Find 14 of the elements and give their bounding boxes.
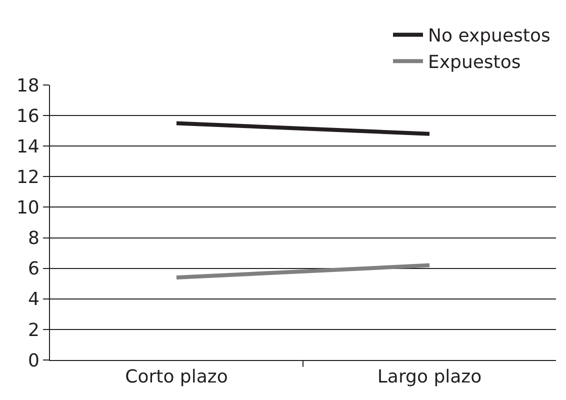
y-tick-label: 6 [28,258,40,280]
y-tick-label: 16 [16,106,40,127]
x-tick-label: Corto plazo [125,366,228,388]
y-tick-label: 2 [28,320,40,341]
y-tick-label: 8 [28,228,40,250]
y-tick-label: 12 [16,166,40,188]
legend-label: No expuestos [428,26,550,47]
y-tick-label: 0 [28,350,40,372]
x-tick-label: Largo plazo [377,366,482,388]
y-tick-label: 14 [16,136,40,158]
y-tick-label: 18 [16,75,40,96]
legend-label: Expuestos [428,52,521,74]
y-tick-label: 4 [28,289,40,310]
y-tick-label: 10 [16,198,40,219]
